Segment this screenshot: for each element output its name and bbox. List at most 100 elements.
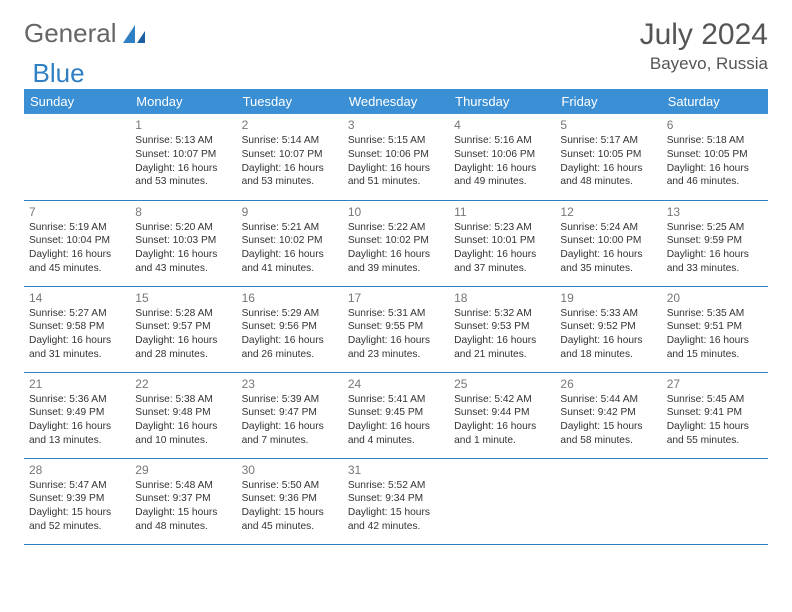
daylight-line: and 43 minutes. — [135, 262, 231, 276]
daylight-line: and 37 minutes. — [454, 262, 550, 276]
daylight-line: Daylight: 16 hours — [560, 248, 656, 262]
daylight-line: and 10 minutes. — [135, 434, 231, 448]
sunrise-line: Sunrise: 5:21 AM — [242, 221, 338, 235]
calendar-day-cell: 10Sunrise: 5:22 AMSunset: 10:02 PMDaylig… — [343, 200, 449, 286]
daylight-line: and 28 minutes. — [135, 348, 231, 362]
weekday-header: Thursday — [449, 89, 555, 114]
sunrise-line: Sunrise: 5:41 AM — [348, 393, 444, 407]
day-number: 25 — [454, 376, 550, 392]
day-number: 14 — [29, 290, 125, 306]
calendar-day-cell: 16Sunrise: 5:29 AMSunset: 9:56 PMDayligh… — [237, 286, 343, 372]
day-number: 23 — [242, 376, 338, 392]
calendar-day-cell: 7Sunrise: 5:19 AMSunset: 10:04 PMDayligh… — [24, 200, 130, 286]
sunrise-line: Sunrise: 5:35 AM — [667, 307, 763, 321]
sunset-line: Sunset: 10:03 PM — [135, 234, 231, 248]
daylight-line: Daylight: 15 hours — [29, 506, 125, 520]
daylight-line: Daylight: 16 hours — [242, 420, 338, 434]
daylight-line: Daylight: 16 hours — [242, 334, 338, 348]
daylight-line: and 52 minutes. — [29, 520, 125, 534]
calendar-week-row: 14Sunrise: 5:27 AMSunset: 9:58 PMDayligh… — [24, 286, 768, 372]
daylight-line: and 26 minutes. — [242, 348, 338, 362]
daylight-line: and 53 minutes. — [135, 175, 231, 189]
day-number: 1 — [135, 117, 231, 133]
daylight-line: Daylight: 16 hours — [348, 420, 444, 434]
daylight-line: Daylight: 16 hours — [242, 248, 338, 262]
sunrise-line: Sunrise: 5:14 AM — [242, 134, 338, 148]
daylight-line: and 1 minute. — [454, 434, 550, 448]
sunset-line: Sunset: 10:02 PM — [242, 234, 338, 248]
sunrise-line: Sunrise: 5:36 AM — [29, 393, 125, 407]
calendar-day-cell: 21Sunrise: 5:36 AMSunset: 9:49 PMDayligh… — [24, 372, 130, 458]
daylight-line: Daylight: 15 hours — [348, 506, 444, 520]
sunrise-line: Sunrise: 5:45 AM — [667, 393, 763, 407]
daylight-line: and 41 minutes. — [242, 262, 338, 276]
day-number: 29 — [135, 462, 231, 478]
sunset-line: Sunset: 9:45 PM — [348, 406, 444, 420]
calendar-day-cell — [24, 114, 130, 200]
daylight-line: and 48 minutes. — [135, 520, 231, 534]
sunset-line: Sunset: 9:48 PM — [135, 406, 231, 420]
daylight-line: Daylight: 16 hours — [667, 334, 763, 348]
day-number: 21 — [29, 376, 125, 392]
day-number: 20 — [667, 290, 763, 306]
weekday-header: Monday — [130, 89, 236, 114]
daylight-line: Daylight: 16 hours — [135, 162, 231, 176]
daylight-line: and 21 minutes. — [454, 348, 550, 362]
sunset-line: Sunset: 10:00 PM — [560, 234, 656, 248]
sunset-line: Sunset: 9:56 PM — [242, 320, 338, 334]
day-number: 6 — [667, 117, 763, 133]
day-number: 7 — [29, 204, 125, 220]
daylight-line: Daylight: 15 hours — [135, 506, 231, 520]
calendar-day-cell: 18Sunrise: 5:32 AMSunset: 9:53 PMDayligh… — [449, 286, 555, 372]
daylight-line: and 39 minutes. — [348, 262, 444, 276]
sunrise-line: Sunrise: 5:48 AM — [135, 479, 231, 493]
calendar-day-cell: 3Sunrise: 5:15 AMSunset: 10:06 PMDayligh… — [343, 114, 449, 200]
calendar-day-cell: 20Sunrise: 5:35 AMSunset: 9:51 PMDayligh… — [662, 286, 768, 372]
logo-sail-icon — [121, 23, 147, 45]
daylight-line: and 48 minutes. — [560, 175, 656, 189]
daylight-line: Daylight: 16 hours — [667, 248, 763, 262]
calendar-week-row: 1Sunrise: 5:13 AMSunset: 10:07 PMDayligh… — [24, 114, 768, 200]
sunset-line: Sunset: 9:41 PM — [667, 406, 763, 420]
daylight-line: Daylight: 16 hours — [29, 334, 125, 348]
sunrise-line: Sunrise: 5:50 AM — [242, 479, 338, 493]
weekday-header: Saturday — [662, 89, 768, 114]
daylight-line: and 31 minutes. — [29, 348, 125, 362]
sunrise-line: Sunrise: 5:25 AM — [667, 221, 763, 235]
title-block: July 2024 Bayevo, Russia — [640, 18, 768, 74]
calendar-day-cell: 23Sunrise: 5:39 AMSunset: 9:47 PMDayligh… — [237, 372, 343, 458]
sunrise-line: Sunrise: 5:15 AM — [348, 134, 444, 148]
sunrise-line: Sunrise: 5:28 AM — [135, 307, 231, 321]
sunrise-line: Sunrise: 5:18 AM — [667, 134, 763, 148]
sunset-line: Sunset: 9:52 PM — [560, 320, 656, 334]
daylight-line: Daylight: 15 hours — [560, 420, 656, 434]
weekday-header: Wednesday — [343, 89, 449, 114]
day-number: 11 — [454, 204, 550, 220]
daylight-line: Daylight: 16 hours — [560, 162, 656, 176]
sunrise-line: Sunrise: 5:42 AM — [454, 393, 550, 407]
sunrise-line: Sunrise: 5:16 AM — [454, 134, 550, 148]
sunset-line: Sunset: 9:55 PM — [348, 320, 444, 334]
sunset-line: Sunset: 10:07 PM — [242, 148, 338, 162]
calendar-day-cell: 27Sunrise: 5:45 AMSunset: 9:41 PMDayligh… — [662, 372, 768, 458]
brand-part1: General — [24, 18, 117, 49]
sunset-line: Sunset: 10:07 PM — [135, 148, 231, 162]
calendar-day-cell: 30Sunrise: 5:50 AMSunset: 9:36 PMDayligh… — [237, 458, 343, 544]
calendar-day-cell: 17Sunrise: 5:31 AMSunset: 9:55 PMDayligh… — [343, 286, 449, 372]
day-number: 22 — [135, 376, 231, 392]
sunset-line: Sunset: 9:37 PM — [135, 492, 231, 506]
daylight-line: and 46 minutes. — [667, 175, 763, 189]
daylight-line: and 35 minutes. — [560, 262, 656, 276]
daylight-line: and 55 minutes. — [667, 434, 763, 448]
brand-logo: General — [24, 18, 147, 49]
day-number: 24 — [348, 376, 444, 392]
calendar-day-cell: 6Sunrise: 5:18 AMSunset: 10:05 PMDayligh… — [662, 114, 768, 200]
day-number: 30 — [242, 462, 338, 478]
sunset-line: Sunset: 9:42 PM — [560, 406, 656, 420]
daylight-line: Daylight: 16 hours — [135, 420, 231, 434]
day-number: 10 — [348, 204, 444, 220]
daylight-line: Daylight: 16 hours — [454, 420, 550, 434]
calendar-week-row: 7Sunrise: 5:19 AMSunset: 10:04 PMDayligh… — [24, 200, 768, 286]
daylight-line: and 23 minutes. — [348, 348, 444, 362]
calendar-table: Sunday Monday Tuesday Wednesday Thursday… — [24, 89, 768, 545]
